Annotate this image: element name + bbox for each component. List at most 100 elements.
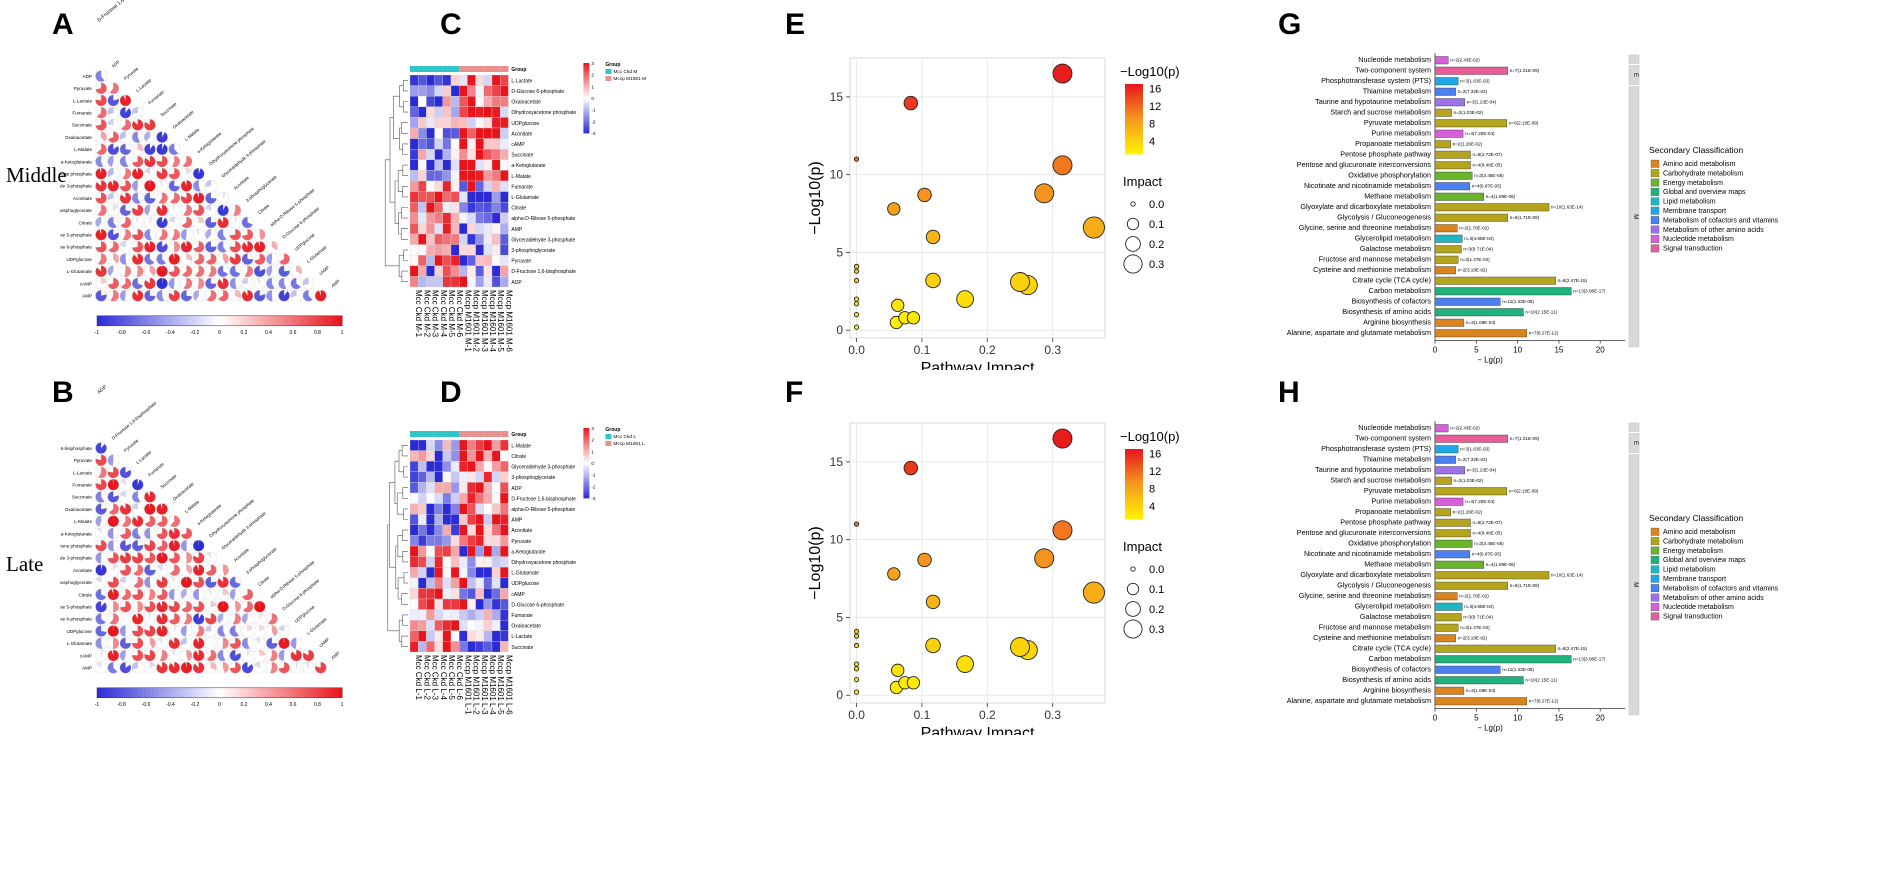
group-legend-label: Mccp M1601 L xyxy=(613,441,645,447)
heatmap-row-label: 3-phosphoglycerate xyxy=(511,475,555,481)
corr-pie-slice xyxy=(132,637,144,649)
bar-annotation: n=3(1.08E-04) xyxy=(1466,688,1496,693)
heatmap-column-label: Mcc Ckd M-5 xyxy=(447,290,456,338)
corr-pie-slice xyxy=(207,552,211,559)
corr-pie-slice xyxy=(95,515,102,527)
heatmap-cell xyxy=(491,180,501,192)
corr-pie-slice xyxy=(107,94,119,107)
colorbar-segment xyxy=(264,315,269,326)
legend-swatch xyxy=(1650,574,1660,583)
corr-row-label: Oxaloacetate xyxy=(65,135,93,140)
corr-pie-slice xyxy=(107,107,114,115)
corr-pie-slice xyxy=(242,588,254,601)
corr-row-label: Fumarate xyxy=(72,111,92,116)
corr-pie-slice xyxy=(193,588,199,601)
heatmap-cell xyxy=(459,503,468,515)
corr-pie-slice xyxy=(193,241,205,253)
heatmap-cell xyxy=(434,609,443,621)
category-label: Fructose and mannose metabolism xyxy=(1319,255,1431,264)
panel-label-a: A xyxy=(52,8,74,41)
colorbar-segment xyxy=(280,315,286,326)
scale-segment xyxy=(583,65,590,69)
corr-row-label: Oxaloacetate xyxy=(65,507,93,512)
corr-pie-slice xyxy=(119,290,126,302)
corr-row-label: cAMP xyxy=(80,281,92,286)
heatmap-cell xyxy=(491,630,501,642)
corr-pie-slice xyxy=(172,204,175,211)
corr-pie-slice xyxy=(254,290,266,302)
heatmap-cell xyxy=(491,471,501,483)
corr-pie-slice xyxy=(132,107,138,114)
heatmap-cell xyxy=(459,244,468,256)
corr-pie-slice xyxy=(206,290,217,302)
heatmap-cell xyxy=(450,439,460,451)
bar-annotation: n=7(1.01E-09) xyxy=(1510,436,1540,441)
bar xyxy=(1434,623,1459,632)
heatmap-cell xyxy=(491,138,501,150)
colorbar-segment xyxy=(215,315,220,326)
corr-pie-slice xyxy=(144,503,156,515)
corr-row-label: 3-phosphoglycerate xyxy=(60,580,92,585)
size-legend-title: Impact xyxy=(1123,174,1162,189)
heatmap-cell xyxy=(483,159,493,171)
colorbar-frame xyxy=(96,687,343,699)
y-tick-label: 0 xyxy=(836,323,843,337)
heatmap-column-label: Mcc Ckd M-3 xyxy=(431,290,440,338)
corr-pie-slice xyxy=(170,192,180,204)
scale-tick: -2 xyxy=(591,119,596,124)
corr-pie-slice xyxy=(132,180,138,192)
heatmap-cell xyxy=(426,641,435,653)
corr-pie-slice xyxy=(113,601,119,613)
group-annotation-cell xyxy=(459,431,468,437)
data-point xyxy=(853,268,860,274)
plot-area xyxy=(849,422,1106,704)
heatmap-row-label: Pyruvate xyxy=(511,539,531,545)
color-legend-segment xyxy=(1125,509,1143,513)
heatmap-cell xyxy=(483,524,493,536)
scale-segment xyxy=(583,444,590,448)
scale-segment xyxy=(583,442,590,445)
heatmap-cell xyxy=(500,577,509,589)
heatmap-cell xyxy=(483,630,493,642)
heatmap-cell xyxy=(475,202,484,213)
heatmap-cell xyxy=(418,492,427,504)
group-annotation-cell xyxy=(483,66,492,72)
heatmap-row-label: L-Malate xyxy=(511,443,531,449)
corr-pie-slice xyxy=(160,649,168,662)
corr-pie-slice xyxy=(180,662,193,674)
heatmap-cell xyxy=(459,265,468,277)
heatmap-cell xyxy=(459,96,468,107)
heatmap-cell xyxy=(459,439,468,451)
bar xyxy=(1434,529,1471,538)
heatmap-cell xyxy=(467,191,476,203)
corr-pie-slice xyxy=(119,253,127,265)
bar xyxy=(1434,66,1508,75)
corr-pie-slice xyxy=(108,131,119,143)
heatmap-cell xyxy=(459,74,468,86)
data-point xyxy=(853,661,860,667)
corr-pie-slice xyxy=(156,540,168,552)
corr-diag-label: a-Ketoglutarate xyxy=(196,503,223,526)
heatmap-row-label: UDPglucose xyxy=(511,581,539,587)
heatmap-cell xyxy=(450,191,460,203)
color-legend-segment xyxy=(1125,114,1143,118)
color-legend-segment xyxy=(1125,481,1143,485)
group-annotation-cell xyxy=(451,431,460,437)
colorbar-segment xyxy=(264,687,269,698)
corr-pie-slice xyxy=(266,253,272,265)
heatmap-cell xyxy=(426,255,435,266)
corr-pie-slice xyxy=(121,119,132,131)
heatmap-cell xyxy=(459,471,468,483)
corr-pie-slice xyxy=(193,637,205,649)
bar-annotation: n=4(7.26E-04) xyxy=(1465,499,1495,504)
data-point xyxy=(891,663,905,677)
heatmap-cell xyxy=(483,492,493,504)
colorbar-segment xyxy=(260,315,265,326)
heatmap-cell xyxy=(426,471,435,483)
corr-diag-label: Citrate xyxy=(257,575,271,588)
colorbar-segment xyxy=(101,315,106,326)
scale-segment xyxy=(583,84,590,87)
legend-title: Secondary Classification xyxy=(1649,513,1743,523)
bar-annotation: n=2(2.43E-02) xyxy=(1450,426,1480,431)
dendrogram-branch xyxy=(397,170,403,192)
